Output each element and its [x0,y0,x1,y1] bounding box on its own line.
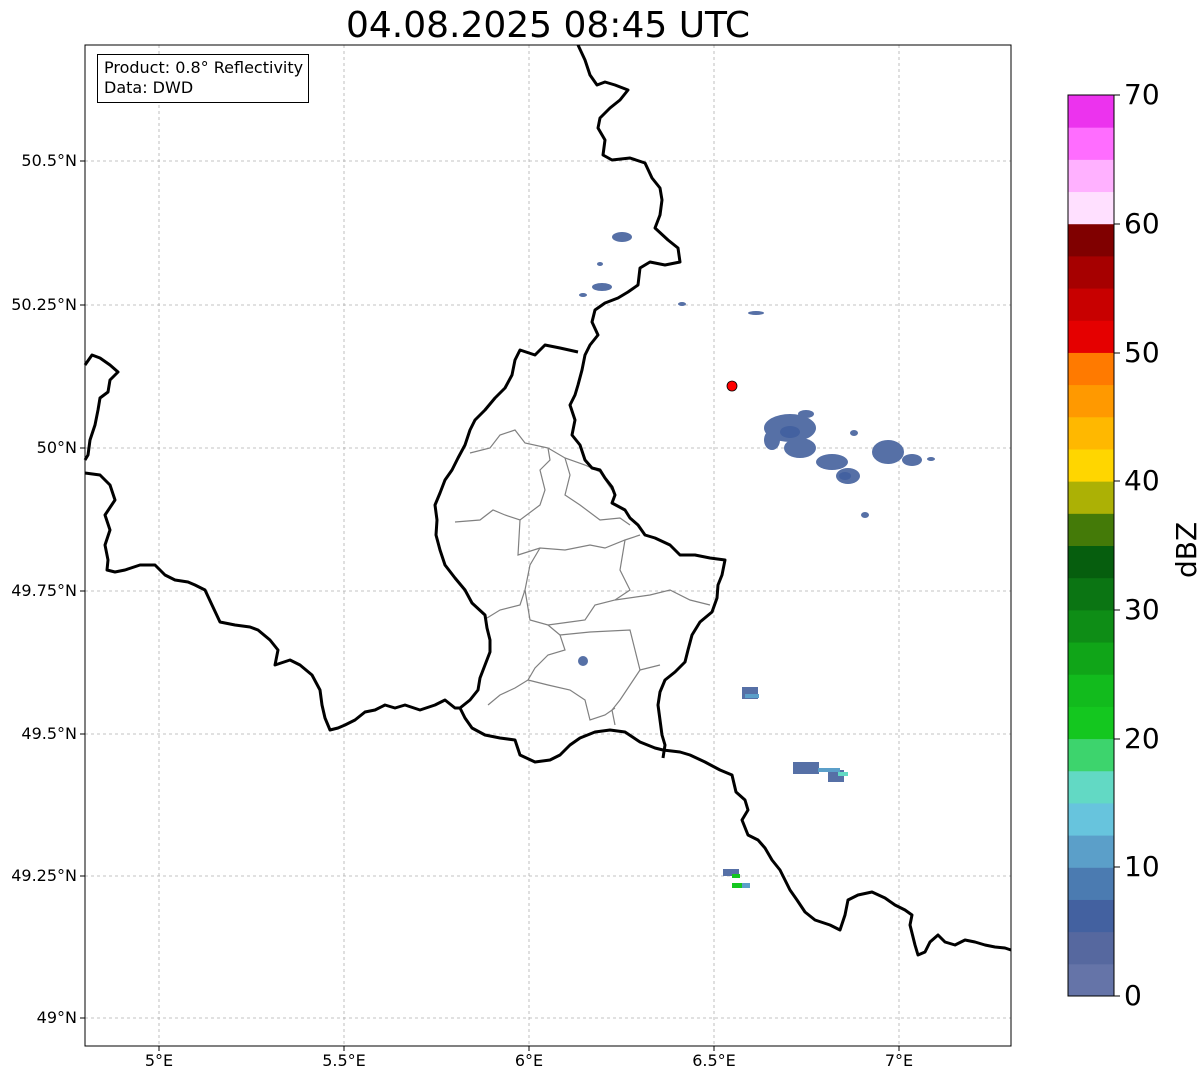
echo-patch [872,440,904,464]
echo-core [818,768,840,772]
lon-tick-label: 5°E [144,1051,174,1070]
echo-patch [592,283,612,291]
echo-core [780,426,800,438]
colorbar-segment [1068,127,1114,160]
echo-patch [579,293,587,297]
colorbar-tick-label: 0 [1124,979,1142,1012]
echo-patch [816,454,848,470]
lon-tick-label: 6°E [514,1051,544,1070]
colorbar-segment [1068,416,1114,450]
colorbar-tick-label: 50 [1124,336,1160,369]
echo-core [740,883,750,888]
colorbar-segment [1068,255,1114,289]
colorbar-segment [1068,223,1114,257]
colorbar-ticks [1114,94,1120,997]
map-frame [84,44,1012,1047]
colorbar-segment [1068,674,1114,707]
colorbar-label: dBZ [1170,521,1202,578]
colorbar-segment [1068,352,1114,386]
colorbar-segment [1068,577,1114,611]
echo-core [838,772,848,776]
colorbar-segment [1068,95,1114,128]
echo-core [839,472,851,480]
colorbar-segment [1068,159,1114,193]
echo-patch [578,656,588,666]
echo-patch [723,869,739,876]
colorbar-segment [1068,609,1114,643]
lon-tick-label: 5.5°E [322,1051,366,1070]
colorbar-segment [1068,738,1114,772]
colorbar-segment [1068,963,1114,997]
tick-marks [80,160,900,1051]
echo-core [745,694,759,698]
lat-tick-label: 50°N [36,438,77,457]
radar-echoes [578,232,935,888]
colorbar-segment [1068,770,1114,804]
colorbar-segment [1068,835,1114,868]
colorbar-segment [1068,899,1114,933]
colorbar-segment [1068,288,1114,321]
lat-tick-label: 50.25°N [11,295,77,314]
lon-tick-label: 7°E [884,1051,914,1070]
echo-patch [597,262,603,266]
echo-patch [678,302,686,306]
colorbar-segment [1068,384,1114,418]
colorbar-segment [1068,191,1114,225]
echo-patch [927,457,935,461]
colorbar-tick-label: 30 [1124,593,1160,626]
echo-patch [784,438,816,458]
colorbar-segment [1068,448,1114,482]
colorbar-segment [1068,545,1114,579]
colorbar-tick-label: 20 [1124,722,1160,755]
echo-core [732,883,742,888]
echo-patch [850,430,858,436]
colorbar-segment [1068,320,1114,353]
lat-tick-label: 49.75°N [11,581,77,600]
colorbar [1068,95,1114,997]
echo-patch [748,311,764,315]
colorbar-tick-label: 10 [1124,850,1160,883]
echo-patch [764,430,780,450]
map-area [85,45,1011,1046]
lat-tick-label: 50.5°N [21,151,77,170]
colorbar-segment [1068,706,1114,740]
colorbar-tick-label: 40 [1124,464,1160,497]
colorbar-segment [1068,867,1114,900]
radar-site-marker [726,380,738,392]
colorbar-segment [1068,802,1114,836]
national-borders [83,44,1012,957]
colorbar-tick-label: 70 [1124,78,1160,111]
lat-tick-label: 49.5°N [21,724,77,743]
info-box: Product: 0.8° Reflectivity Data: DWD [97,54,310,103]
echo-patch [902,454,922,466]
map-title: 04.08.2025 08:45 UTC [345,5,751,46]
colorbar-tick-label: 60 [1124,207,1160,240]
echo-patch [861,512,869,518]
lat-tick-label: 49°N [36,1008,77,1027]
colorbar-frame [1067,94,1115,997]
lon-tick-label: 6.5°E [692,1051,736,1070]
colorbar-segment [1068,931,1114,965]
colorbar-segment [1068,481,1114,514]
data-source-label: Data: DWD [104,78,194,97]
colorbar-segment [1068,642,1114,675]
gridlines [85,45,1011,1046]
lat-tick-label: 49.25°N [11,866,77,885]
canton-boundaries [454,429,711,726]
echo-patch [798,410,814,418]
colorbar-segment [1068,513,1114,546]
echo-patch [612,232,632,242]
echo-patch [793,762,819,774]
echo-core [732,874,740,878]
product-label: Product: 0.8° Reflectivity [104,58,304,77]
